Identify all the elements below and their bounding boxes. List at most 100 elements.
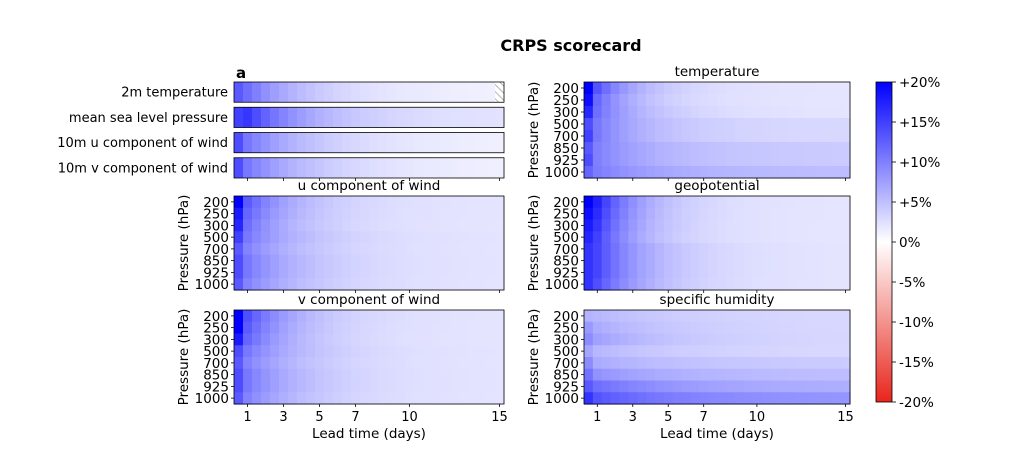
heatmap-cell bbox=[360, 333, 370, 346]
heatmap-cell bbox=[288, 345, 298, 358]
heatmap-cell bbox=[333, 321, 343, 335]
heatmap-cell bbox=[628, 166, 638, 179]
heatmap-cell bbox=[601, 278, 612, 291]
heatmap-cell bbox=[743, 118, 754, 131]
heatmap-cell bbox=[468, 231, 478, 244]
heatmap-cell bbox=[405, 254, 415, 268]
heatmap-cell bbox=[592, 166, 603, 179]
heatmap-cell bbox=[681, 118, 691, 131]
heatmap-cell bbox=[234, 345, 244, 358]
heatmap-cell bbox=[761, 207, 771, 221]
heatmap-cell bbox=[743, 207, 754, 221]
heatmap-cell bbox=[796, 266, 807, 279]
heatmap-cell bbox=[234, 278, 244, 291]
y-tick-label: 300 bbox=[553, 332, 579, 348]
heatmap-cell bbox=[432, 357, 442, 370]
heatmap-cell bbox=[369, 333, 379, 346]
heatmap-cell bbox=[832, 278, 842, 291]
heatmap-cell bbox=[315, 357, 325, 370]
heatmap-cell bbox=[297, 132, 307, 153]
heatmap-cell bbox=[270, 357, 280, 370]
heatmap-cell bbox=[663, 368, 674, 382]
x-tick-label: 10 bbox=[401, 410, 418, 425]
heatmap-cell bbox=[468, 357, 478, 370]
heatmap-cell bbox=[823, 310, 833, 323]
heatmap-cell bbox=[708, 118, 718, 131]
heatmap-cell bbox=[690, 142, 700, 155]
heatmap-cell bbox=[628, 357, 638, 370]
heatmap-cell bbox=[324, 219, 334, 232]
heatmap-cell bbox=[279, 82, 289, 103]
heatmap-cell bbox=[468, 243, 478, 256]
heatmap-cell bbox=[288, 310, 298, 323]
heatmap-cell bbox=[450, 278, 460, 291]
heatmap-cell bbox=[743, 166, 754, 179]
heatmap-cell bbox=[396, 207, 406, 221]
heatmap-cell bbox=[405, 368, 415, 382]
heatmap-cell bbox=[814, 392, 824, 405]
heatmap-cell bbox=[832, 207, 842, 221]
heatmap-cell bbox=[619, 94, 629, 107]
heatmap-cell bbox=[841, 266, 851, 279]
heatmap-cell bbox=[654, 142, 665, 155]
heatmap-cell bbox=[646, 166, 656, 179]
heatmap-cell bbox=[708, 321, 718, 335]
heatmap-cell bbox=[779, 154, 789, 167]
heatmap-cell bbox=[752, 333, 762, 346]
heatmap-cell bbox=[387, 266, 397, 279]
heatmap-cell bbox=[637, 106, 647, 119]
y-tick-label: 850 bbox=[553, 254, 579, 270]
heatmap-cell bbox=[450, 219, 460, 232]
heatmap-cell bbox=[396, 368, 406, 382]
heatmap-cell bbox=[315, 266, 325, 279]
heatmap-cell bbox=[414, 219, 424, 232]
heatmap-cell bbox=[637, 243, 647, 256]
heatmap-cell bbox=[823, 106, 833, 119]
heatmap-cell bbox=[234, 196, 244, 209]
heatmap-cell bbox=[477, 231, 487, 244]
heatmap-cell bbox=[378, 380, 388, 393]
heatmap-cell bbox=[495, 278, 505, 291]
colorbar-tick-label: -5% bbox=[899, 275, 925, 291]
heatmap-cell bbox=[423, 345, 433, 358]
heatmap-cell bbox=[787, 219, 798, 232]
heatmap-cell bbox=[324, 266, 334, 279]
heatmap-cell bbox=[708, 357, 718, 370]
heatmap-cell bbox=[663, 357, 674, 370]
heatmap-cell bbox=[646, 106, 656, 119]
heatmap-cell bbox=[672, 82, 683, 95]
heatmap-cell bbox=[708, 82, 718, 95]
heatmap-cell bbox=[378, 196, 388, 209]
heatmap-cell bbox=[486, 333, 496, 346]
heatmap-cell bbox=[592, 345, 603, 358]
heatmap-cell bbox=[414, 243, 424, 256]
heatmap-cell bbox=[387, 278, 397, 291]
heatmap-cell bbox=[324, 132, 334, 153]
heatmap-cell bbox=[787, 166, 798, 179]
heatmap-cell bbox=[297, 380, 307, 393]
heatmap-cell bbox=[342, 278, 352, 291]
heatmap-cell bbox=[592, 321, 603, 335]
heatmap-cell bbox=[252, 243, 262, 256]
heatmap-cell bbox=[414, 254, 424, 268]
heatmap-cell bbox=[663, 266, 674, 279]
heatmap-cell bbox=[441, 368, 451, 382]
heatmap-cell bbox=[752, 130, 762, 143]
heatmap-cell bbox=[805, 278, 816, 291]
heatmap-cell bbox=[610, 219, 621, 232]
heatmap-cell bbox=[734, 310, 745, 323]
heatmap-cell bbox=[396, 321, 406, 335]
heatmap-cell bbox=[288, 196, 298, 209]
heatmap-cell bbox=[690, 357, 700, 370]
heatmap-cell bbox=[823, 94, 833, 107]
heatmap-cell bbox=[796, 321, 807, 335]
heatmap-cell bbox=[646, 266, 656, 279]
heatmap-cell bbox=[324, 196, 334, 209]
heatmap-cell bbox=[387, 132, 397, 153]
heatmap-cell bbox=[342, 196, 352, 209]
heatmap-cell bbox=[351, 266, 361, 279]
heatmap-cell bbox=[770, 196, 780, 209]
heatmap-cell bbox=[441, 278, 451, 291]
heatmap-cell bbox=[405, 310, 415, 323]
